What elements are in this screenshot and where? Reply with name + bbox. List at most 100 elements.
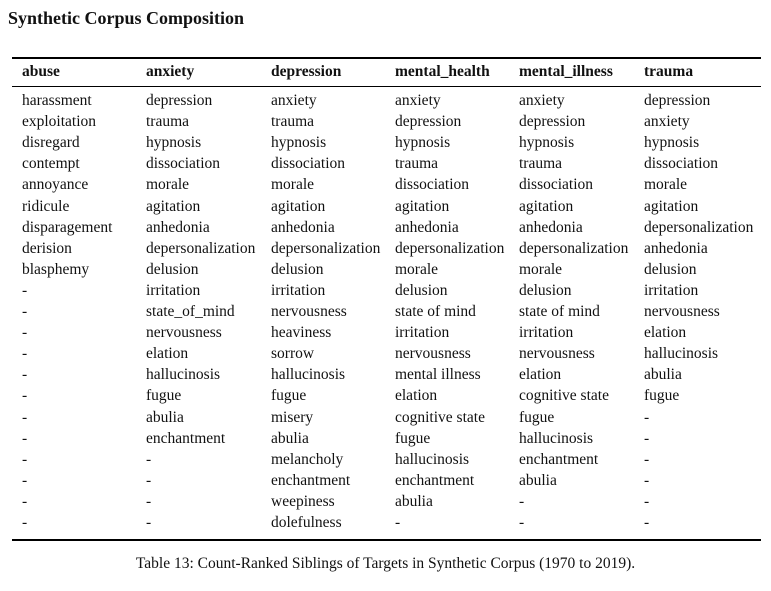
table-cell: - [22, 303, 28, 320]
table-cell: anxiety [395, 92, 441, 109]
table-cell: - [146, 450, 152, 468]
table-cell: - [395, 514, 401, 531]
table-cell: depersonalization [519, 239, 629, 257]
table-cell: agitation [519, 197, 574, 215]
column-header: mental_health [395, 63, 490, 80]
table-caption: Table 13: Count-Ranked Siblings of Targe… [135, 555, 636, 572]
table-cell: hallucinosis [146, 366, 221, 384]
table-cell: weepiness [271, 492, 335, 510]
table-cell: hallucinosis [395, 450, 470, 468]
table-cell: hypnosis [395, 134, 451, 152]
table-cell: morale [395, 260, 439, 278]
table-cell: - [22, 345, 28, 363]
table-cell: - [644, 471, 650, 489]
column-header: anxiety [146, 63, 195, 80]
table-cell: elation [519, 366, 562, 384]
table-cell: - [146, 492, 152, 510]
table-row: - - dolefulness - - - [12, 512, 761, 533]
table-cell: misery [271, 408, 314, 426]
table-cell: anxiety [644, 113, 690, 131]
table-cell: - [22, 387, 28, 405]
table-cell: hypnosis [644, 134, 700, 152]
table-cell: dissociation [519, 176, 594, 194]
table-cell: anxiety [519, 92, 565, 109]
table-row: - hallucinosis hallucinosis mental illness e… [12, 364, 761, 385]
table-cell: disregard [22, 134, 80, 152]
table-row: - - melancholy hallucinosis enchantment - [12, 449, 761, 470]
table-cell: - [146, 514, 152, 531]
table-cell: - [22, 492, 28, 510]
table-top-rule [12, 57, 761, 59]
table-cell: fugue [395, 429, 431, 447]
table-cell: fugue [271, 387, 307, 405]
table-cell: fugue [519, 408, 555, 426]
table-cell: - [644, 450, 650, 468]
table-cell: anxiety [271, 92, 317, 109]
table-row: - abulia misery cognitive state fugue - [12, 407, 761, 428]
table-cell: - [22, 471, 28, 489]
table-cell: hallucinosis [519, 429, 594, 447]
table-cell: abulia [519, 471, 557, 489]
column-header: trauma [644, 63, 694, 80]
table-cell: ridicule [22, 197, 70, 215]
table-cell: enchantment [146, 429, 226, 447]
table-cell: delusion [146, 260, 199, 278]
table-cell: - [22, 429, 28, 447]
table-cell: anhedonia [519, 218, 583, 236]
table-cell: exploitation [22, 113, 97, 131]
table-row: ridicule agitation agitation agitation agita… [12, 196, 761, 217]
table-cell: enchantment [395, 471, 475, 489]
table-row: - fugue fugue elation cognitive state fugue [12, 385, 761, 406]
table-cell: - [22, 408, 28, 426]
table-cell: trauma [271, 113, 315, 131]
table-cell: depersonalization [271, 239, 381, 257]
table-cell: elation [644, 324, 687, 342]
table-cell: morale [644, 176, 688, 194]
table-cell: hypnosis [146, 134, 202, 152]
table-cell: harassment [22, 92, 92, 109]
table-cell: anhedonia [146, 218, 210, 236]
table-row: disparagement anhedonia anhedonia anhedonia… [12, 217, 761, 238]
table-cell: elation [395, 387, 438, 405]
table-cell: irritation [395, 324, 450, 342]
table-cell: trauma [395, 155, 439, 173]
table-cell: depersonalization [395, 239, 505, 257]
table-row: - elation sorrow nervousness nervousness hall… [12, 343, 761, 364]
table-cell: nervousness [271, 303, 347, 320]
table-cell: trauma [519, 155, 563, 173]
table-row: - nervousness heaviness irritation irritatio… [12, 322, 761, 343]
table-row: contempt dissociation dissociation trauma tr… [12, 153, 761, 174]
table-row: - irritation irritation delusion delusion irr… [12, 280, 761, 301]
table-cell: fugue [644, 387, 680, 405]
table-cell: - [22, 514, 28, 531]
table-cell: delusion [644, 260, 697, 278]
table-cell: dissociation [271, 155, 346, 173]
table-cell: contempt [22, 155, 80, 173]
table-cell: - [644, 492, 650, 510]
table-header-row: abuse anxiety depression mental_health menta… [12, 57, 761, 86]
table-cell: melancholy [271, 450, 344, 468]
table-cell: irritation [519, 324, 574, 342]
table-cell: disparagement [22, 218, 113, 236]
table-cell: abulia [146, 408, 184, 426]
table-cell: cognitive state [395, 408, 485, 426]
table-cell: nervousness [146, 324, 222, 342]
column-header: depression [271, 63, 342, 80]
table-cell: hypnosis [271, 134, 327, 152]
table-cell: state_of_mind [146, 303, 235, 320]
table-cell: blasphemy [22, 260, 90, 278]
table-cell: state of mind [519, 303, 600, 320]
table-cell: mental illness [395, 366, 481, 384]
table-cell: anhedonia [644, 239, 708, 257]
table-cell: derision [22, 239, 72, 257]
table-cell: sorrow [271, 345, 315, 363]
table-cell: morale [146, 176, 190, 194]
table-cell: agitation [146, 197, 201, 215]
column-header: abuse [22, 63, 60, 80]
table-cell: dissociation [644, 155, 719, 173]
table-cell: nervousness [644, 303, 720, 320]
table-cell: irritation [644, 281, 699, 299]
table-cell: - [644, 514, 650, 531]
table-cell: anhedonia [271, 218, 335, 236]
table-row: - state_of_mind nervousness state of mind st… [12, 301, 761, 322]
